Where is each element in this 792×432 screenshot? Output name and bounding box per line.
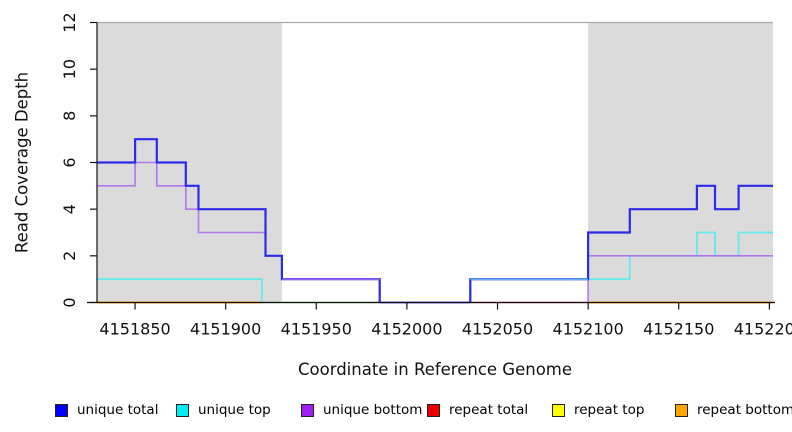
legend-label-unique-total: unique total xyxy=(77,402,159,418)
y-tick-label-4: 4 xyxy=(60,204,79,214)
legend-item-unique-top: unique top xyxy=(176,400,271,420)
y-tick-label-2: 2 xyxy=(60,251,79,261)
repeat-region-right xyxy=(588,22,773,303)
x-axis-title: Coordinate in Reference Genome xyxy=(297,360,573,379)
legend-swatch-unique-total xyxy=(55,403,68,417)
legend-swatch-unique-bottom xyxy=(301,403,314,417)
legend: unique total unique top unique bottom repea… xyxy=(0,400,792,428)
y-tick-label-8: 8 xyxy=(60,111,79,121)
series-unique-top-left xyxy=(97,278,263,303)
legend-swatch-repeat-total xyxy=(427,403,440,417)
legend-swatch-repeat-top xyxy=(552,403,565,417)
legend-item-unique-total: unique total xyxy=(55,400,158,420)
legend-item-repeat-bottom: repeat bottom xyxy=(675,400,792,420)
x-tick-label-4152050: 4152050 xyxy=(462,320,533,339)
legend-item-unique-bottom: unique bottom xyxy=(301,400,422,420)
y-axis-title: Read Coverage Depth xyxy=(12,71,32,254)
series-unique-total-left xyxy=(97,138,381,303)
legend-label-repeat-top: repeat top xyxy=(574,402,645,418)
y-tick-label-12: 12 xyxy=(60,12,79,32)
x-tick-label-4151850: 4151850 xyxy=(99,320,170,339)
y-tick-label-10: 10 xyxy=(60,59,79,79)
legend-label-repeat-total: repeat total xyxy=(449,402,529,418)
legend-item-repeat-total: repeat total xyxy=(427,400,528,420)
x-tick-label-4151900: 4151900 xyxy=(190,320,261,339)
x-tick-label-4152100: 4152100 xyxy=(553,320,624,339)
y-tick-label-6: 6 xyxy=(60,157,79,167)
legend-swatch-repeat-bottom xyxy=(675,403,688,417)
legend-item-repeat-top: repeat top xyxy=(552,400,644,420)
x-tick-label-4151950: 4151950 xyxy=(281,320,352,339)
legend-label-repeat-bottom: repeat bottom xyxy=(697,402,792,418)
legend-label-unique-bottom: unique bottom xyxy=(323,402,423,418)
y-tick-label-0: 0 xyxy=(60,297,79,307)
x-tick-label-4152000: 4152000 xyxy=(371,320,442,339)
x-tick-label-4152150: 4152150 xyxy=(643,320,714,339)
legend-swatch-unique-top xyxy=(176,403,189,417)
legend-label-unique-top: unique top xyxy=(198,402,271,418)
